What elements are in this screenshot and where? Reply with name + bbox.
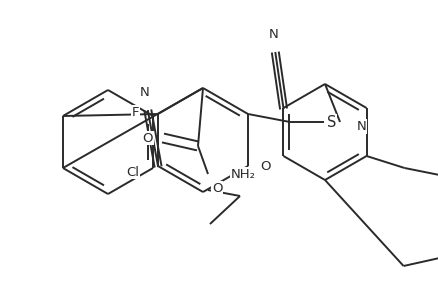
Text: N: N xyxy=(140,86,149,99)
Text: N: N xyxy=(268,28,278,41)
Text: F: F xyxy=(131,105,139,119)
Text: O: O xyxy=(142,131,153,145)
Text: O: O xyxy=(259,159,270,173)
Text: O: O xyxy=(212,182,222,195)
Text: NH₂: NH₂ xyxy=(230,168,255,180)
Text: S: S xyxy=(327,114,336,129)
Text: Cl: Cl xyxy=(126,166,139,178)
Text: N: N xyxy=(356,120,366,133)
